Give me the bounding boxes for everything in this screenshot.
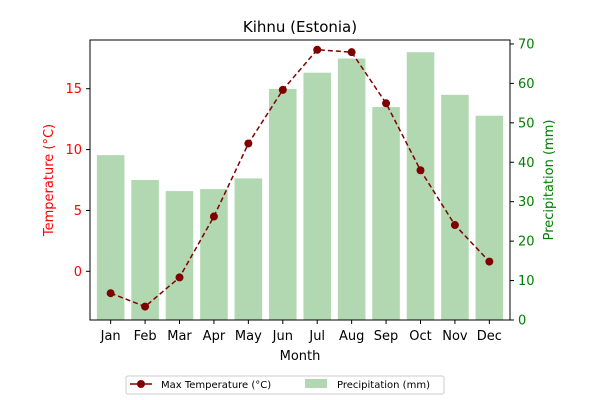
x-tick-label-jul: Jul: [308, 329, 325, 344]
temperature-point-nov: [450, 221, 459, 230]
temperature-point-oct: [416, 166, 425, 175]
right-y-tick-label-0: 0: [518, 314, 526, 329]
x-tick-label-aug: Aug: [339, 329, 364, 344]
precipitation-bar-aug: [337, 58, 366, 320]
x-tick-label-jun: Jun: [272, 329, 293, 344]
x-tick-label-oct: Oct: [409, 329, 431, 344]
x-tick-label-mar: Mar: [167, 329, 192, 344]
x-axis-ticks: Jan Feb Mar Apr May Jun Jul Aug Sep Oct Nov Dec: [100, 320, 502, 344]
x-tick-label-feb: Feb: [134, 329, 157, 344]
right-y-tick-label-60: 60: [518, 77, 535, 92]
right-y-tick-label-50: 50: [518, 116, 535, 131]
x-tick-label-may: May: [235, 329, 262, 344]
precipitation-bar-feb: [131, 180, 159, 320]
temperature-point-jan: [106, 289, 115, 298]
temperature-point-may: [244, 139, 253, 148]
temperature-point-sep: [382, 99, 391, 108]
legend-precipitation-swatch: [305, 379, 327, 388]
precipitation-bar-mar: [165, 191, 194, 320]
temperature-point-aug: [347, 48, 356, 57]
right-y-tick-label-30: 30: [518, 195, 535, 210]
left-y-tick-label-10: 10: [65, 143, 82, 158]
precipitation-bar-sep: [372, 107, 400, 320]
precipitation-bar-apr: [200, 189, 228, 320]
right-y-tick-label-40: 40: [518, 156, 535, 171]
precipitation-bar-jun: [269, 88, 297, 321]
x-tick-label-dec: Dec: [477, 329, 502, 344]
legend-temperature-swatch-marker: [137, 380, 145, 388]
plot-area-frame: [89, 39, 511, 321]
temperature-point-feb: [141, 302, 150, 311]
x-axis-title: Month: [280, 349, 321, 364]
legend-temperature-label: Max Temperature (°C): [161, 380, 271, 391]
right-y-axis-title: Precipitation (mm): [542, 120, 557, 241]
temperature-point-jul: [313, 45, 322, 54]
x-tick-label-jan: Jan: [100, 329, 121, 344]
left-y-axis-title: Temperature (°C): [42, 124, 57, 237]
right-y-tick-label-10: 10: [518, 274, 535, 289]
temperature-point-mar: [175, 273, 184, 282]
right-y-axis-ticks: 0 10 20 30 40 50 60 70: [510, 37, 535, 329]
x-tick-label-sep: Sep: [374, 329, 399, 344]
chart-title: Kihnu (Estonia): [243, 18, 357, 36]
temperature-point-dec: [485, 257, 494, 266]
precipitation-bar-jul: [303, 72, 331, 320]
x-tick-label-nov: Nov: [442, 329, 468, 344]
precipitation-bar-nov: [441, 94, 469, 321]
precipitation-bar-dec: [475, 115, 504, 320]
temperature-series-line: [110, 48, 490, 308]
precipitation-bar-may: [234, 178, 263, 320]
x-tick-label-apr: Apr: [203, 329, 226, 344]
temperature-point-jun: [278, 85, 287, 94]
left-y-tick-label-5: 5: [74, 204, 82, 219]
left-y-axis-ticks: 0 5 10 15: [65, 82, 90, 280]
left-y-tick-label-0: 0: [74, 265, 82, 280]
temperature-point-apr: [209, 212, 218, 221]
legend-frame: [125, 375, 445, 395]
left-y-tick-label-15: 15: [65, 82, 82, 97]
precipitation-bars: [96, 52, 504, 321]
temperature-line: [106, 45, 494, 311]
legend-precipitation-label: Precipitation (mm): [337, 380, 430, 391]
legend: Max Temperature (°C) Precipitation (mm): [125, 375, 445, 395]
right-y-tick-label-70: 70: [518, 37, 535, 52]
right-y-tick-label-20: 20: [518, 235, 535, 250]
